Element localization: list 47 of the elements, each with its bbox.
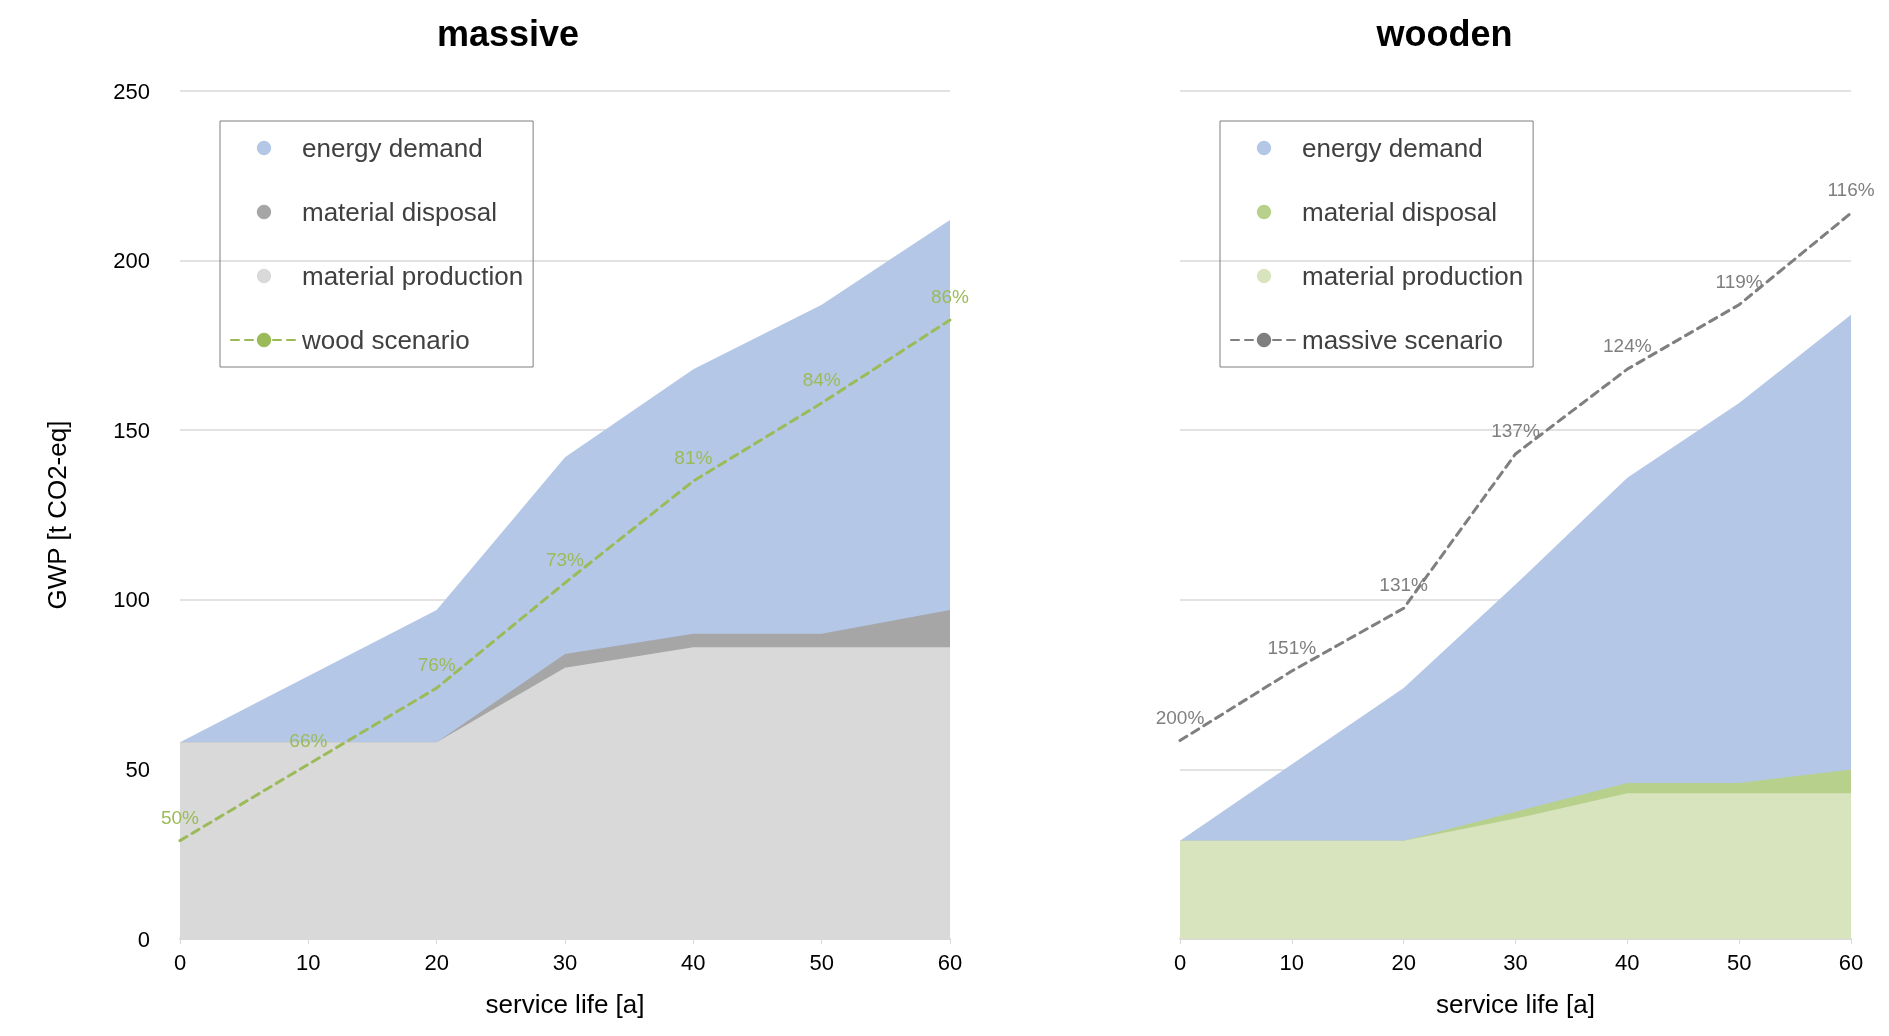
y-tick-label: 0 xyxy=(137,926,150,952)
x-tick-label: 0 xyxy=(173,949,187,975)
annotation: 116% xyxy=(1827,179,1875,201)
x-axis-title: service life [a] xyxy=(485,989,645,1019)
annotation: 86% xyxy=(930,285,970,307)
x-tick-label: 30 xyxy=(1503,949,1528,975)
annotation: 66% xyxy=(289,730,328,752)
legend-label: wood scenario xyxy=(301,325,470,355)
annotation: 131% xyxy=(1379,574,1429,596)
annotation: 50% xyxy=(160,806,200,828)
legend-label: material disposal xyxy=(1302,197,1498,227)
y-tick-label: 100 xyxy=(113,587,150,613)
annotation: 151% xyxy=(1267,637,1317,659)
y-axis-title: GWP [t CO2-eq] xyxy=(42,420,72,610)
legend-label: material production xyxy=(302,261,524,291)
annotation: 73% xyxy=(545,548,585,570)
y-tick-label: 200 xyxy=(113,248,150,274)
x-tick-label: 20 xyxy=(424,949,449,975)
legend-label: material disposal xyxy=(302,197,498,227)
x-tick-label: 10 xyxy=(1279,949,1305,975)
x-tick-label: 60 xyxy=(937,949,963,975)
annotation: 124% xyxy=(1603,335,1652,357)
annotation: 84% xyxy=(802,369,841,391)
legend-label: energy demand xyxy=(302,133,483,163)
x-tick-label: 50 xyxy=(1726,949,1752,975)
x-tick-label: 50 xyxy=(809,949,834,975)
x-tick-label: 20 xyxy=(1391,949,1416,975)
legend-label: material production xyxy=(1302,261,1524,291)
annotation: 81% xyxy=(674,447,713,469)
x-tick-label: 40 xyxy=(681,949,706,975)
annotation: 200% xyxy=(1155,706,1205,728)
x-tick-label: 10 xyxy=(296,949,321,975)
x-tick-label: 60 xyxy=(1838,949,1864,975)
annotation: 76% xyxy=(417,653,456,675)
y-tick-label: 250 xyxy=(113,78,150,104)
x-tick-label: 30 xyxy=(552,949,578,975)
x-tick-label: 0 xyxy=(1173,949,1187,975)
annotation: 119% xyxy=(1715,270,1763,292)
chart-title: wooden xyxy=(1375,12,1513,54)
y-tick-label: 150 xyxy=(113,417,150,443)
x-tick-label: 40 xyxy=(1615,949,1640,975)
annotation: 137% xyxy=(1491,419,1540,441)
y-tick-label: 50 xyxy=(125,756,150,782)
chart-title: massive xyxy=(436,12,580,54)
legend-label: energy demand xyxy=(1302,133,1483,163)
x-axis-title: service life [a] xyxy=(1436,989,1595,1019)
legend-label: massive scenario xyxy=(1302,325,1503,355)
